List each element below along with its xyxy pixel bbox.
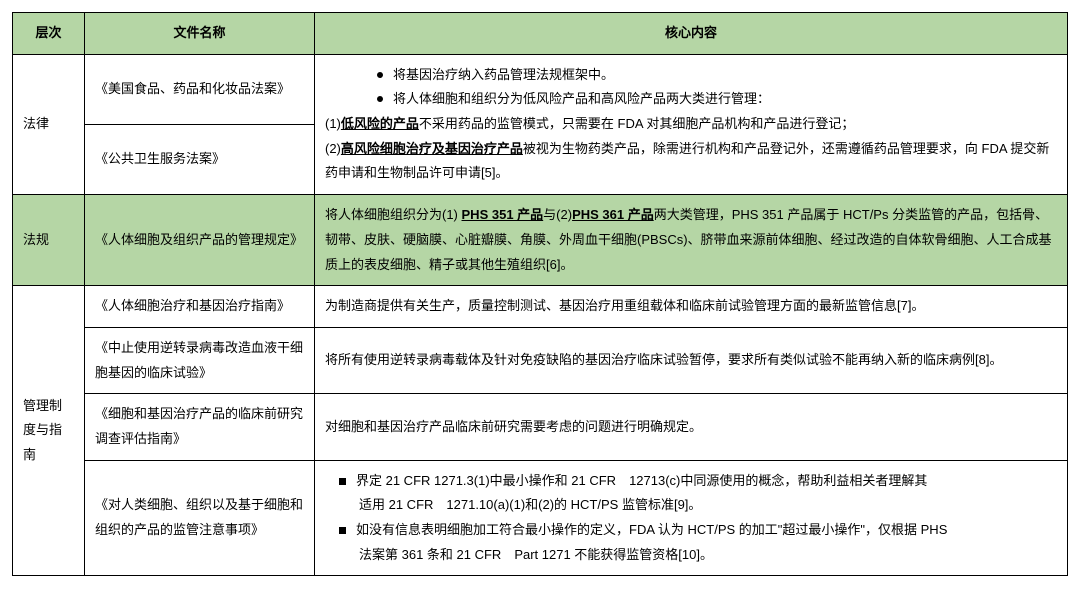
doc-name: 《美国食品、药品和化妆品法案》 — [85, 54, 315, 124]
doc-name: 《细胞和基因治疗产品的临床前研究调查评估指南》 — [85, 394, 315, 460]
table-row: 《细胞和基因治疗产品的临床前研究调查评估指南》 对细胞和基因治疗产品临床前研究需… — [13, 394, 1068, 460]
square-bullet-icon — [339, 478, 346, 485]
bullet-text: 将基因治疗纳入药品管理法规框架中。 — [393, 63, 1057, 88]
num-prefix: (2) — [325, 141, 341, 156]
level-law: 法律 — [13, 54, 85, 194]
numbered-line: (2)高风险细胞治疗及基因治疗产品被视为生物药类产品，除需进行机构和产品登记外，… — [325, 137, 1057, 186]
core-content: 为制造商提供有关生产，质量控制测试、基因治疗用重组载体和临床前试验管理方面的最新… — [315, 286, 1068, 328]
numbered-line: (1)低风险的产品不采用药品的监管模式，只需要在 FDA 对其细胞产品机构和产品… — [325, 112, 1057, 137]
underline-term: 高风险细胞治疗及基因治疗产品 — [341, 141, 523, 156]
core-content: 对细胞和基因治疗产品临床前研究需要考虑的问题进行明确规定。 — [315, 394, 1068, 460]
reg-text-mid: 与(2) — [543, 207, 572, 222]
table-row: 《中止使用逆转录病毒改造血液干细胞基因的临床试验》 将所有使用逆转录病毒载体及针… — [13, 327, 1068, 393]
bullet-text: 如没有信息表明细胞加工符合最小操作的定义，FDA 认为 HCT/PS 的加工"超… — [356, 518, 1057, 543]
square-bullet-icon — [339, 527, 346, 534]
level-guide: 管理制度与指南 — [13, 286, 85, 576]
core-content: 界定 21 CFR 1271.3(1)中最小操作和 21 CFR 12713(c… — [315, 460, 1068, 576]
table-header-row: 层次 文件名称 核心内容 — [13, 13, 1068, 55]
header-core: 核心内容 — [315, 13, 1068, 55]
bullet-icon — [377, 72, 383, 78]
header-docname: 文件名称 — [85, 13, 315, 55]
core-content: 将基因治疗纳入药品管理法规框架中。 将人体细胞和组织分为低风险产品和高风险产品两… — [315, 54, 1068, 194]
doc-name: 《人体细胞及组织产品的管理规定》 — [85, 195, 315, 286]
list-item: 如没有信息表明细胞加工符合最小操作的定义，FDA 认为 HCT/PS 的加工"超… — [325, 518, 1057, 567]
table-row: 法规 《人体细胞及组织产品的管理规定》 将人体细胞组织分为(1) PHS 351… — [13, 195, 1068, 286]
core-content: 将人体细胞组织分为(1) PHS 351 产品与(2)PHS 361 产品两大类… — [315, 195, 1068, 286]
doc-name: 《对人类细胞、组织以及基于细胞和组织的产品的监管注意事项》 — [85, 460, 315, 576]
doc-name: 《公共卫生服务法案》 — [85, 124, 315, 194]
bullet-text: 界定 21 CFR 1271.3(1)中最小操作和 21 CFR 12713(c… — [356, 469, 1057, 494]
underline-term: 低风险的产品 — [341, 116, 419, 131]
bullet-icon — [377, 96, 383, 102]
doc-name: 《人体细胞治疗和基因治疗指南》 — [85, 286, 315, 328]
underline-term: PHS 351 产品 — [462, 207, 544, 222]
table-row: 管理制度与指南 《人体细胞治疗和基因治疗指南》 为制造商提供有关生产，质量控制测… — [13, 286, 1068, 328]
header-level: 层次 — [13, 13, 85, 55]
bullet-continuation: 法案第 361 条和 21 CFR Part 1271 不能获得监管资格[10]… — [325, 543, 1057, 568]
list-item: 将基因治疗纳入药品管理法规框架中。 — [325, 63, 1057, 88]
core-content: 将所有使用逆转录病毒载体及针对免疫缺陷的基因治疗临床试验暂停，要求所有类似试验不… — [315, 327, 1068, 393]
num-prefix: (1) — [325, 116, 341, 131]
num-suffix: 不采用药品的监管模式，只需要在 FDA 对其细胞产品机构和产品进行登记； — [419, 116, 855, 131]
list-item: 将人体细胞和组织分为低风险产品和高风险产品两大类进行管理： — [325, 87, 1057, 112]
table-row: 《对人类细胞、组织以及基于细胞和组织的产品的监管注意事项》 界定 21 CFR … — [13, 460, 1068, 576]
table-row: 法律 《美国食品、药品和化妆品法案》 将基因治疗纳入药品管理法规框架中。 将人体… — [13, 54, 1068, 124]
underline-term: PHS 361 产品 — [572, 207, 654, 222]
level-reg: 法规 — [13, 195, 85, 286]
list-item: 界定 21 CFR 1271.3(1)中最小操作和 21 CFR 12713(c… — [325, 469, 1057, 518]
bullet-continuation: 适用 21 CFR 1271.10(a)(1)和(2)的 HCT/PS 监管标准… — [325, 493, 1057, 518]
doc-name: 《中止使用逆转录病毒改造血液干细胞基因的临床试验》 — [85, 327, 315, 393]
regulation-table: 层次 文件名称 核心内容 法律 《美国食品、药品和化妆品法案》 将基因治疗纳入药… — [12, 12, 1068, 576]
bullet-text: 将人体细胞和组织分为低风险产品和高风险产品两大类进行管理： — [393, 87, 1057, 112]
reg-text-pre: 将人体细胞组织分为(1) — [325, 207, 462, 222]
